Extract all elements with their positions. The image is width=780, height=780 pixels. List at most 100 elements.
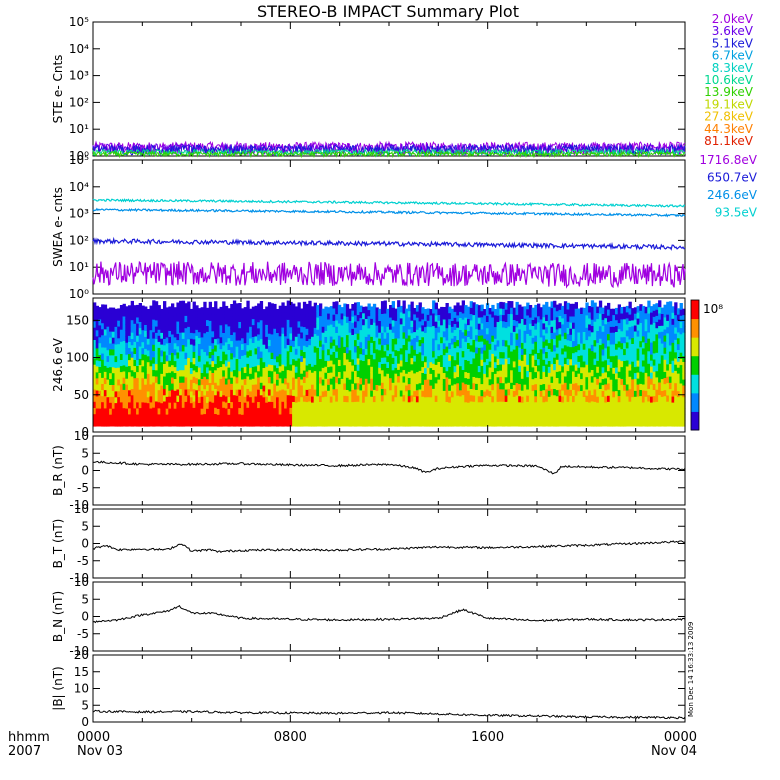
- heatmap-cell: [335, 382, 339, 390]
- heatmap-cell: [297, 370, 301, 378]
- heatmap-cell: [413, 372, 417, 380]
- heatmap-cell: [477, 389, 482, 397]
- heatmap-cell: [230, 352, 234, 360]
- heatmap-cell: [93, 308, 97, 316]
- heatmap-cell: [442, 330, 447, 338]
- heatmap-cell: [267, 302, 272, 309]
- heatmap-cell: [222, 357, 226, 365]
- y-tick-label: 10⁰: [69, 149, 89, 163]
- heatmap-cell: [230, 304, 234, 311]
- heatmap-cell: [475, 383, 479, 390]
- heatmap-cell: [259, 388, 264, 396]
- heatmap-cell: [284, 377, 288, 385]
- heatmap-cell: [450, 361, 455, 368]
- heatmap-cell: [518, 383, 522, 391]
- heatmap-cell: [257, 340, 261, 347]
- heatmap-cell: [671, 354, 675, 361]
- heatmap-cell: [671, 390, 675, 397]
- heatmap-cell: [329, 414, 334, 421]
- heatmap-cell: [555, 395, 560, 403]
- heatmap-cell: [633, 396, 638, 403]
- heatmap-cell: [636, 378, 640, 385]
- heatmap-cell: [259, 363, 264, 371]
- heatmap-cell: [534, 420, 538, 427]
- heatmap-cell: [313, 315, 317, 322]
- heatmap-cell: [95, 396, 99, 403]
- heatmap-cell: [367, 309, 371, 317]
- heatmap-cell: [93, 339, 97, 347]
- heatmap-cell: [547, 342, 552, 349]
- heatmap-cell: [173, 342, 177, 350]
- heatmap-cell: [302, 395, 307, 402]
- heatmap-cell: [550, 394, 554, 402]
- heatmap-cell: [523, 366, 527, 373]
- heatmap-cell: [469, 344, 473, 352]
- heatmap-cell: [122, 389, 126, 396]
- heatmap-cell: [574, 333, 578, 340]
- heatmap-cell: [545, 308, 549, 315]
- heatmap-cell: [348, 332, 352, 339]
- heatmap-cell: [241, 379, 245, 386]
- heatmap-cell: [98, 342, 102, 350]
- heatmap-cell: [572, 340, 576, 348]
- heatmap-cell: [208, 370, 212, 377]
- heatmap-cell: [488, 402, 492, 409]
- heatmap-cell: [547, 330, 552, 338]
- heatmap-cell: [292, 407, 296, 415]
- heatmap-cell: [485, 407, 490, 415]
- heatmap-cell: [456, 321, 460, 328]
- heatmap-cell: [628, 413, 632, 421]
- heatmap-cell: [660, 337, 665, 344]
- heatmap-cell: [313, 358, 317, 365]
- heatmap-cell: [440, 342, 444, 350]
- heatmap-cell: [542, 359, 546, 366]
- heatmap-cell: [130, 388, 134, 396]
- heatmap-cell: [563, 301, 568, 308]
- heatmap-cell: [380, 326, 385, 333]
- heatmap-cell: [192, 388, 196, 396]
- heatmap-cell: [232, 350, 237, 358]
- heatmap-cell: [189, 355, 194, 363]
- heatmap-cell: [553, 401, 557, 408]
- heatmap-cell: [122, 309, 126, 317]
- heatmap-cell: [607, 419, 611, 427]
- heatmap-cell: [308, 375, 312, 383]
- heatmap-cell: [461, 350, 465, 358]
- heatmap-cell: [351, 395, 355, 403]
- heatmap-cell: [327, 331, 331, 338]
- heatmap-cell: [138, 413, 142, 421]
- heatmap-cell: [340, 402, 344, 409]
- heatmap-cell: [674, 407, 678, 415]
- heatmap-cell: [641, 390, 646, 397]
- heatmap-cell: [625, 329, 630, 337]
- heatmap-cell: [262, 414, 266, 421]
- heatmap-cell: [173, 348, 177, 356]
- heatmap-cell: [596, 372, 600, 379]
- heatmap-cell: [246, 344, 250, 352]
- heatmap-cell: [144, 348, 148, 355]
- heatmap-cell: [574, 382, 578, 390]
- heatmap-cell: [475, 377, 479, 384]
- heatmap-cell: [647, 350, 651, 358]
- heatmap-cell: [609, 385, 613, 392]
- heatmap-cell: [523, 360, 527, 367]
- heatmap-cell: [300, 414, 304, 421]
- heatmap-cell: [321, 338, 325, 345]
- heatmap-cell: [227, 420, 231, 427]
- heatmap-cell: [343, 419, 347, 427]
- heatmap-cell: [367, 346, 371, 353]
- heatmap-cell: [666, 395, 670, 402]
- heatmap-cell: [289, 301, 293, 309]
- heatmap-cell: [375, 325, 379, 332]
- heatmap-cell: [585, 401, 589, 408]
- heatmap-cell: [230, 365, 234, 372]
- heatmap-cell: [173, 414, 177, 421]
- heatmap-cell: [582, 319, 586, 327]
- heatmap-cell: [305, 401, 309, 409]
- heatmap-cell: [429, 320, 433, 328]
- heatmap-cell: [566, 407, 570, 415]
- heatmap-cell: [214, 407, 218, 414]
- heatmap-cell: [623, 360, 627, 367]
- heatmap-cell: [267, 364, 272, 371]
- heatmap-cell: [518, 389, 522, 397]
